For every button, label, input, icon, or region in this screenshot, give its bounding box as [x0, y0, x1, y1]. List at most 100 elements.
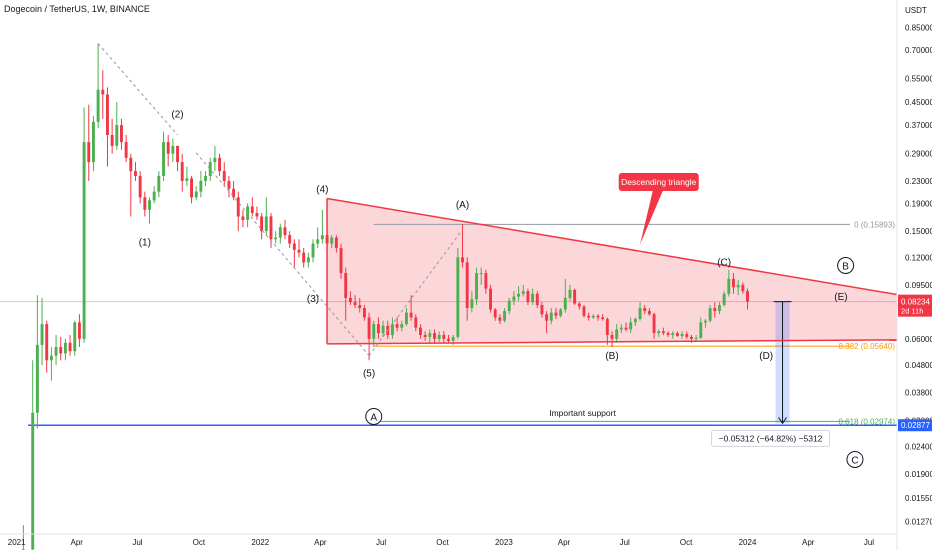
candle-body	[376, 324, 380, 334]
candle-body	[255, 213, 259, 217]
time-tick-label: Oct	[436, 538, 449, 547]
candle-body	[675, 333, 679, 336]
triangle-upper-edge	[326, 197, 898, 296]
candle-body	[456, 257, 460, 337]
candle-body	[568, 289, 572, 298]
candle-body	[643, 308, 647, 312]
time-tick-label: 2022	[251, 538, 269, 547]
candle-body	[746, 291, 749, 302]
price-tick-label: 0.09500	[905, 281, 932, 290]
candle-body	[489, 288, 493, 310]
candle-body	[633, 319, 637, 323]
callout-label: Descending triangle	[621, 177, 696, 187]
wave-circle-label: C	[851, 455, 858, 466]
price-tick-label: 0.01270	[905, 517, 932, 526]
candle-body	[87, 142, 91, 163]
candle-body	[507, 300, 511, 312]
candle-body	[699, 322, 703, 338]
time-tick-label: Jul	[620, 538, 630, 547]
time-tick-label: Jul	[864, 538, 874, 547]
wave-circle-label: B	[842, 261, 849, 272]
candle-body	[176, 145, 179, 163]
candle-body	[306, 257, 310, 263]
candle-body	[741, 284, 745, 292]
candle-body	[129, 157, 133, 172]
price-tag-value: 0.08234	[901, 298, 930, 307]
price-tick-label: 0.19000	[905, 199, 932, 208]
candle-body	[208, 162, 212, 176]
wave-label: (A)	[456, 200, 469, 211]
candle-body	[278, 227, 282, 238]
wave-label: (1)	[139, 237, 151, 248]
candle-body	[292, 243, 296, 250]
candle-body	[143, 197, 147, 210]
candle-body	[475, 273, 478, 300]
candle-body	[493, 309, 497, 318]
price-tick-label: 0.29000	[905, 150, 932, 159]
candle-body	[222, 171, 226, 181]
candle-body	[311, 243, 315, 258]
price-tick-label: 0.03800	[905, 389, 932, 398]
wave-label: (C)	[717, 257, 731, 268]
candle-body	[666, 333, 670, 335]
price-tick-label: 0.01900	[905, 470, 932, 479]
time-tick-label: Jul	[132, 538, 142, 547]
measure-arrow-head	[778, 417, 787, 425]
candle-body	[250, 206, 254, 214]
candle-body	[615, 329, 619, 339]
time-axis[interactable]: 2021 Apr Jul Oct 2022 Apr Jul Oct 2023 Apr Jul Oct 2…	[0, 533, 897, 547]
candle-body	[517, 293, 521, 297]
wave-connector-line	[195, 152, 370, 356]
price-tick-label: 0.70000	[905, 46, 932, 55]
support-label: Important support	[549, 408, 616, 418]
candle-body	[344, 273, 348, 298]
candle-body	[381, 325, 385, 334]
candle-body	[661, 331, 665, 334]
candle-body	[297, 249, 301, 253]
candle-body	[162, 142, 165, 176]
candle-body	[498, 317, 502, 321]
price-axis[interactable]: 0.85000 0.70000 0.55000 0.45000 0.37000 0.290…	[896, 0, 932, 550]
candle-body	[77, 322, 81, 339]
candle-body	[545, 314, 549, 321]
candle-body	[652, 314, 656, 334]
candle-body	[582, 306, 586, 316]
candle-body	[348, 297, 352, 303]
candle-body	[713, 308, 717, 312]
candle-body	[619, 327, 623, 330]
candle-body	[96, 89, 100, 122]
candle-body	[213, 157, 217, 163]
candle-body	[260, 216, 264, 232]
candle-body	[400, 324, 404, 328]
time-tick-label: Apr	[314, 538, 327, 547]
candle-body	[587, 315, 591, 318]
candle-body	[526, 291, 530, 303]
fib-level-label: 0.618 (0.02974)	[839, 417, 896, 426]
candle-body	[451, 336, 455, 341]
candle-body	[124, 142, 128, 158]
candle-body	[437, 334, 441, 339]
candle-body	[531, 293, 535, 303]
candle-body	[194, 191, 198, 198]
candle-body	[470, 299, 474, 309]
candle-body	[479, 273, 483, 275]
time-tick-label: Apr	[71, 538, 84, 547]
candle-body	[241, 216, 245, 220]
candle-body	[320, 235, 324, 240]
candle-body	[694, 337, 698, 339]
wave-connector-line	[97, 43, 178, 136]
candle-body	[353, 302, 357, 306]
candle-body	[461, 257, 464, 263]
wave-label: (B)	[605, 351, 618, 362]
wave-circle	[365, 407, 383, 425]
time-tick-label: 2023	[495, 538, 513, 547]
candle-body	[718, 305, 721, 312]
time-tick-label: 2024	[739, 538, 757, 547]
candle-body	[302, 252, 306, 263]
wave-label: (3)	[307, 294, 319, 305]
candle-body	[40, 324, 44, 345]
candle-body	[554, 312, 558, 316]
candle-body	[35, 344, 39, 413]
candle-body	[283, 227, 287, 236]
